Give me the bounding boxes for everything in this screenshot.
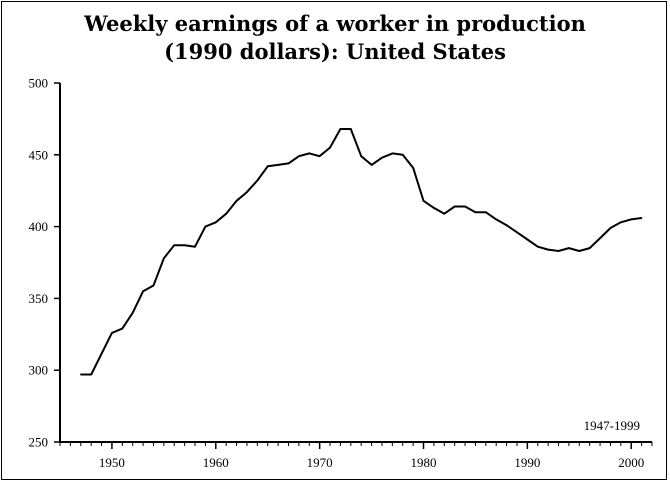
series-layer — [80, 128, 643, 376]
y-axis-ticks: 250 300 350 400 450 500 — [29, 76, 60, 450]
x-tick-label: 1950 — [99, 455, 125, 470]
data-point — [443, 212, 446, 215]
data-point — [599, 237, 601, 239]
data-point — [163, 257, 165, 260]
data-point — [152, 284, 155, 287]
data-point — [391, 152, 394, 155]
data-point — [131, 312, 134, 314]
x-tick-label: 1980 — [411, 455, 437, 470]
data-point — [339, 128, 342, 130]
data-point — [505, 224, 508, 226]
data-point — [329, 146, 331, 149]
data-point — [204, 225, 207, 228]
y-tick-label: 500 — [29, 76, 49, 91]
data-point — [578, 250, 581, 252]
data-point — [620, 221, 622, 224]
data-point — [287, 162, 290, 165]
x-tick-label: 2000 — [618, 455, 644, 470]
date-range-annotation: 1947-1999 — [584, 418, 640, 433]
data-point — [142, 290, 144, 293]
data-point — [298, 155, 300, 157]
data-point — [225, 212, 227, 215]
data-point — [557, 250, 560, 252]
data-point — [433, 207, 435, 209]
data-point — [588, 247, 591, 249]
data-point — [256, 179, 259, 182]
x-tick-label: 1990 — [514, 455, 540, 470]
chart-title-line-2: (1990 dollars): United States — [164, 39, 506, 64]
data-point — [401, 154, 404, 156]
data-point — [495, 218, 498, 221]
y-tick-label: 250 — [29, 435, 49, 450]
data-point — [537, 245, 539, 248]
data-point — [80, 373, 82, 376]
data-point — [412, 166, 414, 169]
data-point — [90, 373, 92, 376]
data-point — [277, 164, 279, 166]
data-point — [422, 200, 425, 202]
y-tick-label: 300 — [29, 363, 49, 378]
data-point — [318, 155, 321, 157]
data-point — [464, 205, 466, 208]
data-point — [350, 128, 352, 130]
data-point — [516, 231, 518, 234]
chart-axes — [59, 83, 652, 443]
chart-title-line-1: Weekly earnings of a worker in productio… — [84, 11, 586, 36]
data-point — [485, 211, 487, 213]
data-point — [360, 155, 363, 157]
data-point — [568, 247, 570, 249]
data-point — [453, 205, 456, 208]
data-point — [630, 218, 632, 221]
y-tick-label: 350 — [29, 291, 49, 306]
data-point — [266, 165, 269, 168]
data-point — [381, 156, 383, 159]
data-point — [474, 211, 477, 213]
data-point — [246, 191, 248, 193]
data-point — [215, 221, 217, 224]
data-point — [308, 152, 311, 155]
data-point — [235, 200, 238, 202]
data-point — [183, 244, 186, 247]
data-point — [121, 327, 124, 330]
data-point — [547, 248, 549, 251]
data-point — [370, 164, 373, 166]
earnings-series-line — [80, 128, 642, 376]
data-point — [111, 332, 113, 334]
y-tick-label: 400 — [29, 219, 49, 234]
y-tick-label: 450 — [29, 147, 49, 162]
data-point — [609, 227, 612, 229]
data-point — [173, 244, 175, 247]
x-tick-label: 1960 — [203, 455, 229, 470]
data-point — [526, 238, 529, 241]
x-tick-label: 1970 — [307, 455, 333, 470]
data-point — [640, 217, 643, 219]
x-axis-ticks: 1950 1960 1970 1980 1990 2000 — [59, 442, 653, 470]
data-point — [194, 245, 196, 248]
chart-title: Weekly earnings of a worker in productio… — [0, 10, 670, 66]
